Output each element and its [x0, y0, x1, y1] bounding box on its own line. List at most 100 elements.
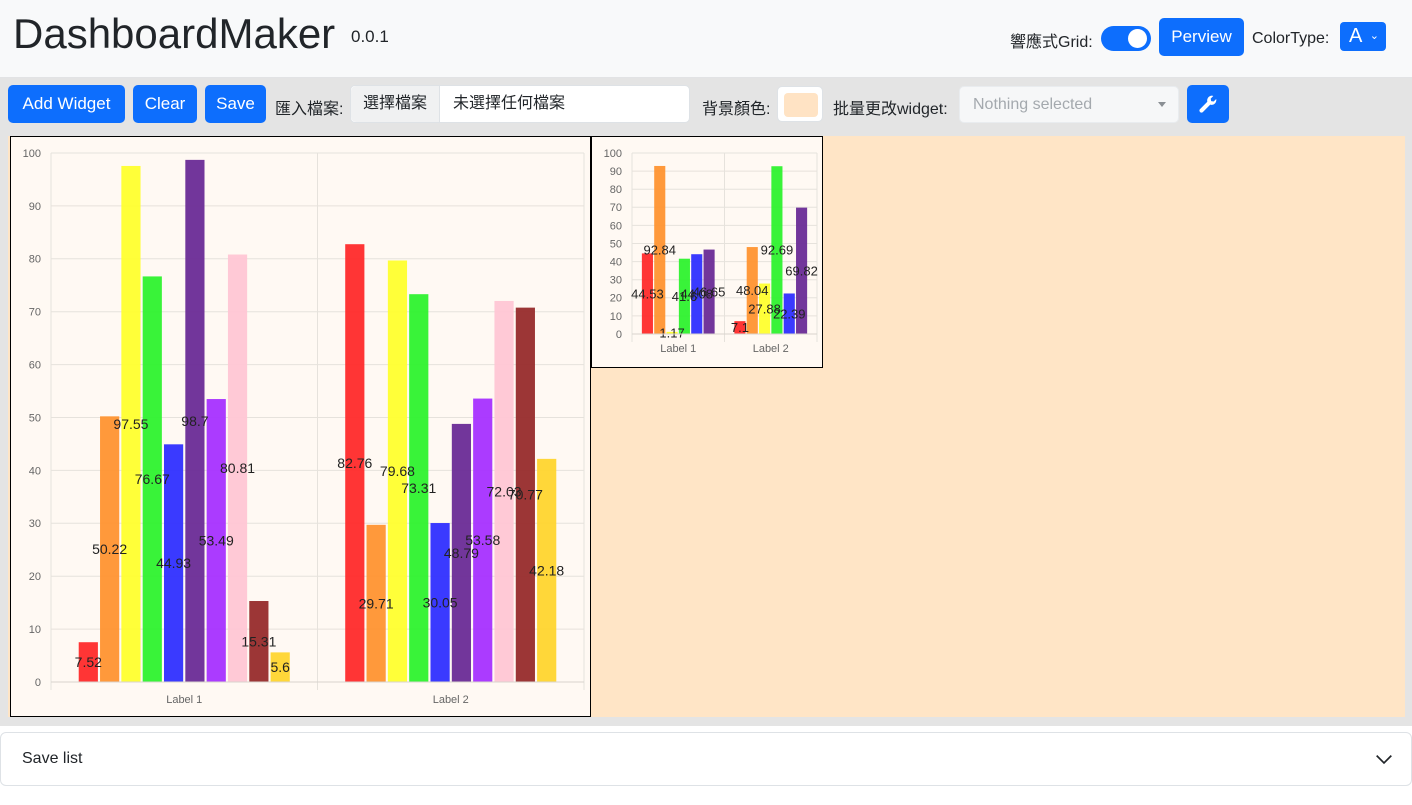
x-tick-label: Label 2 [753, 343, 789, 355]
data-label: 80.81 [220, 460, 255, 476]
file-name-text: 未選擇任何檔案 [453, 95, 566, 112]
y-tick-label: 60 [610, 220, 622, 232]
bar[interactable] [163, 444, 184, 682]
bar[interactable] [185, 159, 205, 682]
responsive-grid-toggle[interactable] [1101, 26, 1151, 51]
toggle-knob [1128, 29, 1147, 48]
save-button[interactable]: Save [205, 85, 266, 123]
brand-title: DashboardMaker [13, 10, 336, 57]
bar[interactable] [759, 283, 771, 334]
bar[interactable] [430, 523, 450, 682]
y-tick-label: 90 [610, 166, 622, 178]
wrench-button[interactable] [1187, 85, 1229, 123]
choose-file-button[interactable]: 選擇檔案 [351, 86, 440, 122]
bar-chart-widget-2[interactable]: 0 10 20 30 40 50 60 70 80 90 100 Label 1 Label 2 44.5… [591, 136, 823, 368]
bar-chart-widget-1[interactable]: 0 10 20 30 40 50 60 70 80 90 100 Label 1 Label 2 7.52… [10, 136, 591, 717]
bar[interactable] [387, 260, 408, 682]
bar-chart-2: 0 10 20 30 40 50 60 70 80 90 100 Label 1 Label 2 44.5… [604, 148, 818, 355]
batch-edit-label: 批量更改widget: [833, 101, 948, 118]
bar[interactable] [746, 247, 758, 334]
file-input[interactable]: 選擇檔案 未選擇任何檔案 [350, 85, 690, 123]
data-label: 79.68 [380, 463, 415, 479]
bar[interactable] [366, 524, 386, 682]
preview-button[interactable]: Perview [1159, 18, 1244, 56]
colortype-label: ColorType: [1252, 30, 1330, 47]
bar[interactable] [537, 458, 557, 682]
data-label: 76.67 [135, 471, 170, 487]
batch-widget-select[interactable]: Nothing selected [959, 86, 1179, 123]
import-file-label: 匯入檔案: [275, 101, 344, 118]
bar[interactable] [206, 399, 226, 682]
clear-button[interactable]: Clear [133, 85, 197, 123]
data-label: 7.52 [75, 654, 102, 670]
y-tick-label: 80 [29, 254, 41, 266]
y-tick-label: 10 [610, 311, 622, 323]
data-label: 44.53 [631, 286, 664, 301]
data-label: 82.76 [337, 455, 372, 471]
bar[interactable] [783, 293, 795, 334]
data-label: 44.93 [156, 555, 191, 571]
data-label: 92.84 [643, 243, 676, 258]
toolbar: Add Widget Clear Save 匯入檔案: 選擇檔案 未選擇任何檔案… [0, 78, 1412, 130]
batch-select-placeholder: Nothing selected [973, 96, 1093, 113]
bar[interactable] [654, 165, 666, 334]
bar[interactable] [494, 300, 514, 682]
add-widget-button[interactable]: Add Widget [8, 85, 125, 123]
responsive-grid-label: 響應式Grid: [1010, 34, 1093, 51]
bar[interactable] [641, 253, 653, 334]
data-label: 72.03 [487, 483, 522, 499]
y-tick-label: 100 [23, 148, 41, 160]
background-color-label: 背景顏色: [702, 101, 771, 118]
caret-down-icon [1158, 102, 1166, 107]
data-label: 48.04 [736, 283, 769, 298]
data-label: 53.58 [465, 532, 500, 548]
y-tick-label: 70 [610, 202, 622, 214]
y-tick-label: 50 [610, 238, 622, 250]
data-label: 70.77 [508, 487, 543, 503]
data-label: 5.6 [270, 659, 290, 675]
bar[interactable] [771, 166, 783, 334]
data-label: 69.82 [785, 263, 818, 278]
y-tick-label: 100 [604, 148, 622, 160]
bar[interactable] [249, 601, 269, 682]
y-tick-label: 40 [610, 256, 622, 268]
data-label: 42.18 [529, 562, 564, 578]
data-label: 98.7 [181, 413, 208, 429]
colortype-value: A [1349, 25, 1363, 47]
data-label: 27.88 [748, 301, 781, 316]
data-label: 97.55 [113, 416, 148, 432]
bar[interactable] [473, 398, 493, 682]
bar[interactable] [345, 244, 365, 683]
background-color-picker[interactable] [777, 86, 823, 122]
y-tick-label: 70 [29, 307, 41, 319]
colortype-select[interactable]: A ⌄ [1340, 22, 1386, 51]
bar[interactable] [734, 321, 746, 334]
bar[interactable] [703, 249, 715, 334]
data-label: 50.22 [92, 541, 127, 557]
bar[interactable] [270, 652, 290, 682]
y-tick-label: 20 [610, 293, 622, 305]
bar[interactable] [451, 423, 472, 682]
data-label: 92.69 [761, 243, 794, 258]
bar[interactable] [515, 307, 535, 682]
x-tick-label: Label 1 [166, 694, 202, 706]
save-list-accordion[interactable]: Save list [0, 732, 1412, 786]
chevron-down-icon [1376, 755, 1392, 765]
y-tick-label: 20 [29, 571, 41, 583]
bar[interactable] [121, 165, 141, 682]
bar[interactable] [78, 642, 98, 682]
bar[interactable] [678, 258, 690, 334]
data-label: 73.31 [401, 480, 436, 496]
bar[interactable] [227, 254, 248, 682]
bar[interactable] [666, 331, 678, 334]
bar[interactable] [100, 416, 120, 682]
bar[interactable] [796, 207, 808, 334]
y-tick-label: 30 [610, 275, 622, 287]
color-swatch-fill [784, 93, 818, 117]
y-tick-label: 60 [29, 359, 41, 371]
data-label: 30.05 [423, 594, 458, 610]
y-tick-label: 0 [616, 329, 622, 341]
bar[interactable] [409, 294, 429, 682]
bar[interactable] [142, 276, 162, 682]
bar[interactable] [691, 254, 703, 334]
